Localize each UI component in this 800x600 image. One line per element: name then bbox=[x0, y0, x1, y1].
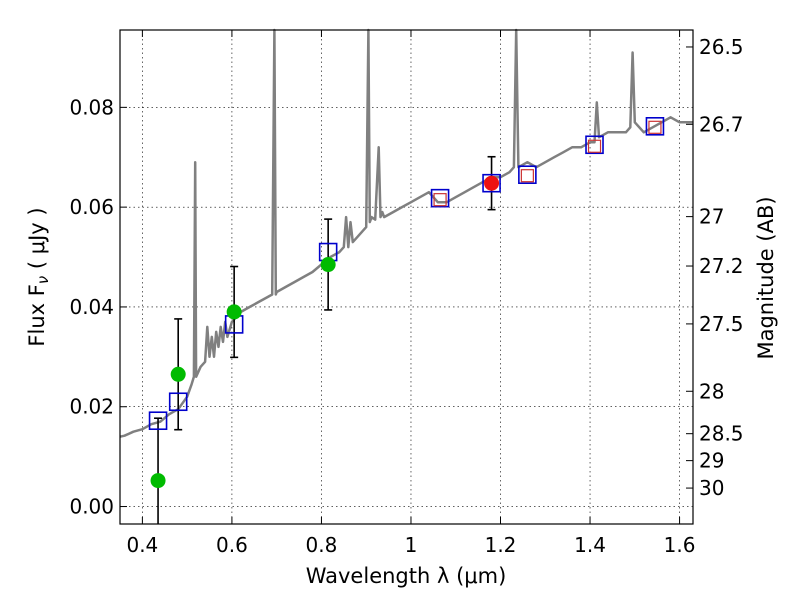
x-tick-label: 1 bbox=[405, 533, 418, 557]
data-point-square-small bbox=[587, 139, 602, 153]
x-tick-label: 0.6 bbox=[216, 533, 248, 557]
plot-background bbox=[120, 30, 693, 524]
x-axis-label: Wavelength λ (μm) bbox=[306, 564, 507, 588]
y2-tick-label: 27.2 bbox=[699, 254, 744, 278]
ticks bbox=[120, 30, 693, 524]
y2-tick-label: 28.5 bbox=[699, 422, 744, 446]
data-point-square-small bbox=[648, 120, 662, 134]
y2-tick-label: 28 bbox=[699, 379, 724, 403]
x-tick-label: 0.4 bbox=[126, 533, 158, 557]
y2-tick-label: 26.7 bbox=[699, 112, 744, 136]
data-point-square-small bbox=[433, 193, 447, 207]
data-point-square bbox=[148, 411, 168, 431]
y-axis-label-main: Flux F bbox=[25, 284, 49, 346]
y2-axis-label: Magnitude (AB) bbox=[754, 196, 778, 359]
data-point-square bbox=[645, 117, 665, 136]
tick-labels: 0.4 0.6 0.8 1 1.2 1.4 1.6 0.00 0.02 0.04 0.06 0.08 2… bbox=[69, 35, 743, 557]
data-point-circle bbox=[320, 257, 336, 273]
data-point-square-small bbox=[520, 169, 534, 183]
y2-tick-label: 27.5 bbox=[699, 312, 744, 336]
marker-layer bbox=[148, 117, 665, 489]
data-point-circle bbox=[170, 366, 186, 382]
data-point-circle bbox=[150, 473, 166, 489]
y-tick-label: 0.04 bbox=[69, 295, 114, 319]
data-point-circle bbox=[484, 175, 500, 191]
y-axis-label: Flux Fν ( μJy ) bbox=[25, 207, 52, 346]
data-point-circle bbox=[226, 304, 242, 320]
x-tick-label: 1.2 bbox=[485, 533, 517, 557]
y2-tick-label: 30 bbox=[699, 476, 724, 500]
x-tick-label: 1.6 bbox=[664, 533, 696, 557]
y-tick-label: 0.02 bbox=[69, 395, 114, 419]
x-tick-label: 0.8 bbox=[306, 533, 338, 557]
y2-tick-label: 26.5 bbox=[699, 35, 744, 59]
data-point-square bbox=[585, 135, 604, 155]
y2-tick-label: 29 bbox=[699, 449, 724, 473]
data-point-square bbox=[168, 392, 188, 412]
x-tick-label: 1.4 bbox=[574, 533, 606, 557]
y-tick-label: 0.06 bbox=[69, 195, 114, 219]
y-axis-label-subscript: ν bbox=[34, 276, 52, 284]
y-axis-label-unit: ( μJy ) bbox=[25, 207, 49, 275]
data-point-square bbox=[482, 173, 501, 193]
y2-tick-label: 27 bbox=[699, 205, 724, 229]
y-tick-label: 0.08 bbox=[69, 95, 114, 119]
data-point-square bbox=[518, 165, 537, 185]
plot-frame bbox=[119, 29, 694, 525]
y-tick-label: 0.00 bbox=[69, 495, 114, 519]
data-point-square bbox=[430, 188, 450, 208]
